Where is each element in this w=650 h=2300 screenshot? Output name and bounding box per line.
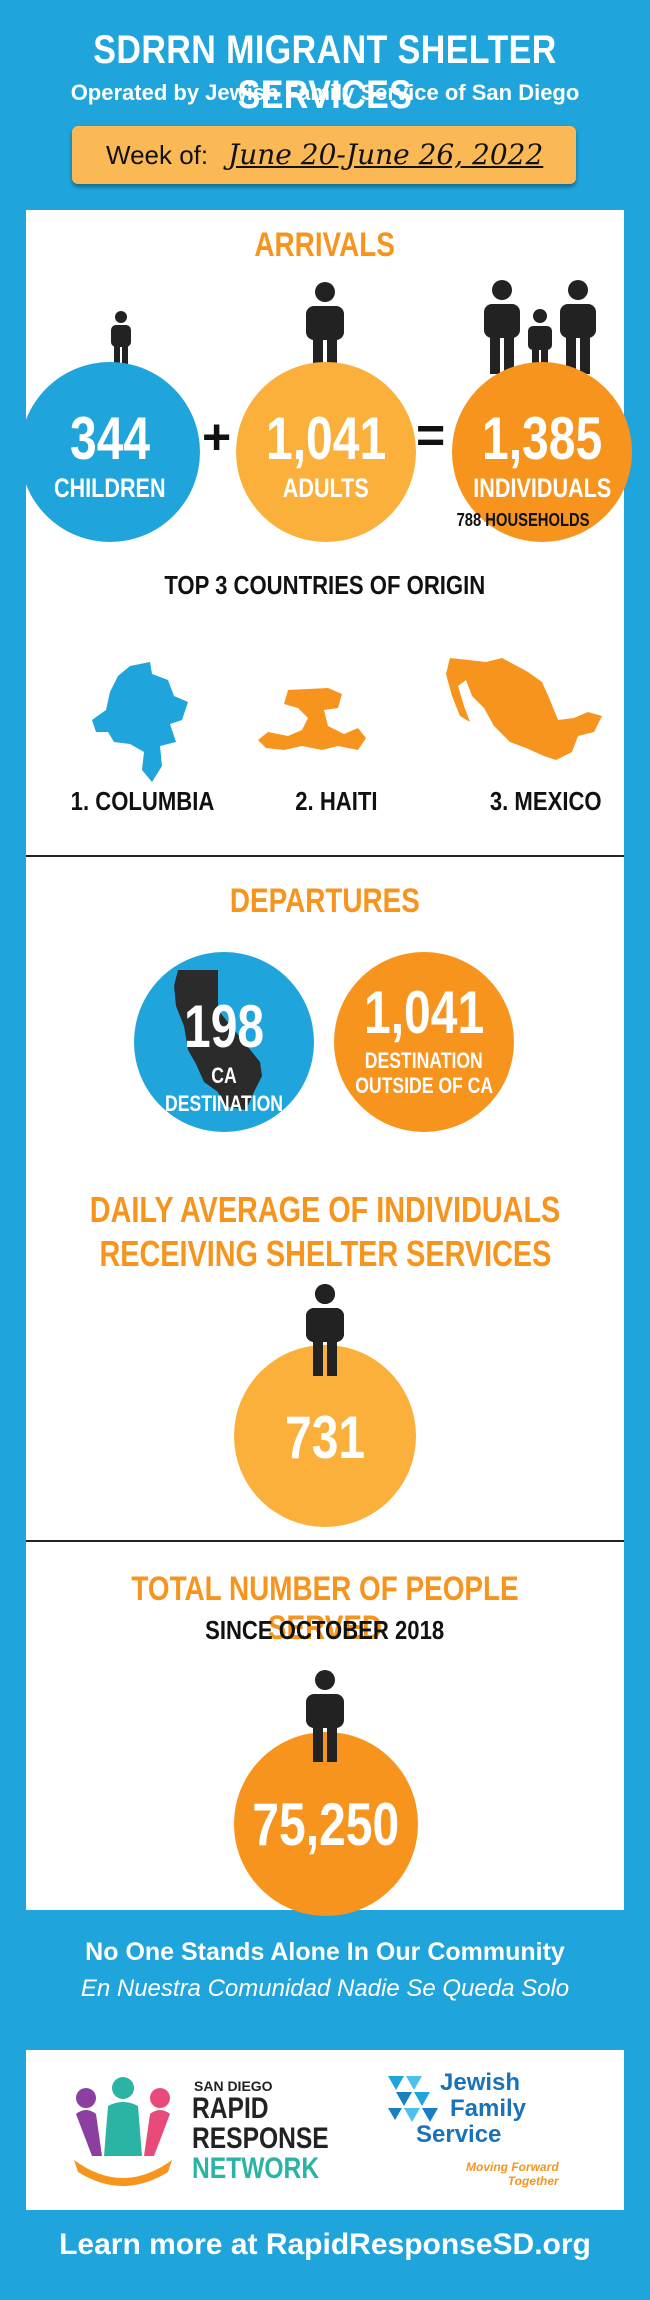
total-person-icon: [306, 1670, 344, 1762]
daily-average-circle: 731: [234, 1345, 416, 1527]
child-person-icon: [111, 311, 131, 368]
total-subtitle: SINCE OCTOBER 2018: [205, 1615, 445, 1645]
households-count: 788 HOUSEHOLDS: [456, 510, 590, 530]
rrn-logo-icon: [74, 2077, 172, 2186]
countries-title: TOP 3 COUNTRIES OF ORIGIN: [164, 570, 486, 600]
children-circle: 344 CHILDREN: [20, 362, 200, 542]
mexico-map-icon: [446, 658, 602, 760]
daily-person-icon-front: [306, 1284, 344, 1376]
arrivals-title: ARRIVALS: [254, 226, 396, 264]
header: SDRRN MIGRANT SHELTER SERVICES Operated …: [0, 0, 650, 205]
week-label: Week of:: [106, 140, 209, 170]
family-icon: [484, 280, 596, 374]
children-label: CHILDREN: [54, 473, 166, 503]
country-3: 3. MEXICO: [489, 786, 602, 816]
individuals-value: 1,385: [481, 405, 603, 472]
divider-1: [26, 855, 624, 857]
california-map-icon: [174, 970, 262, 1110]
ca-destination-value: 198: [183, 993, 265, 1060]
country-2: 2. HAITI: [295, 786, 378, 816]
adult-person-icon: [306, 282, 344, 372]
slogan-english: No One Stands Alone In Our Community: [85, 1938, 565, 1966]
jfs-tagline: Moving Forward Together: [466, 2160, 559, 2188]
haiti-map-icon: [258, 688, 366, 750]
total-value: 75,250: [252, 1791, 400, 1858]
learn-more-link[interactable]: Learn more at RapidResponseSD.org: [59, 2228, 591, 2261]
rrn-small-label: SAN DIEGO: [194, 2078, 273, 2094]
daily-average-value: 731: [284, 1404, 366, 1471]
main-panel: ARRIVALS 344 CHILDREN +: [20, 210, 632, 1916]
total-circle: 75,250: [234, 1732, 418, 1916]
ca-destination-circle: 198 CA DESTINATION: [134, 952, 314, 1132]
equals-sign: =: [416, 407, 446, 463]
jfs-wordmark: Jewish Family Service: [416, 2069, 527, 2148]
colombia-map-icon: [92, 662, 188, 782]
page-subtitle: Operated by Jewish Family Service of San…: [70, 80, 580, 105]
country-1: 1. COLUMBIA: [70, 786, 215, 816]
outside-ca-label: DESTINATION OUTSIDE OF CA: [355, 1048, 493, 1098]
departures-title: DEPARTURES: [229, 882, 421, 920]
daily-average-title: DAILY AVERAGE OF INDIVIDUALS RECEIVING S…: [89, 1189, 561, 1274]
week-box: Week of: June 20-June 26, 2022: [72, 126, 576, 184]
divider-2: [26, 1540, 624, 1542]
total-title: TOTAL NUMBER OF PEOPLE SERVED: [131, 1570, 519, 1647]
adults-label: ADULTS: [283, 473, 369, 503]
page-title: SDRRN MIGRANT SHELTER SERVICES: [93, 28, 557, 117]
outside-ca-circle: 1,041 DESTINATION OUTSIDE OF CA: [334, 952, 514, 1132]
week-dates: June 20-June 26, 2022: [228, 138, 544, 171]
rrn-wordmark: RAPID RESPONSE NETWORK: [192, 2092, 329, 2185]
jfs-logo-icon: [388, 2076, 438, 2122]
plus-sign: +: [202, 409, 232, 465]
adults-circle: 1,041 ADULTS: [236, 362, 416, 542]
ca-destination-label: CA DESTINATION: [165, 1063, 283, 1116]
slogan-spanish: En Nuestra Comunidad Nadie Se Queda Solo: [80, 1975, 570, 2002]
outside-ca-value: 1,041: [363, 979, 485, 1046]
footer-logos: SAN DIEGO RAPID RESPONSE NETWORK Jewish …: [26, 2050, 624, 2210]
individuals-label: INDIVIDUALS: [472, 473, 611, 503]
children-value: 344: [69, 405, 151, 472]
slogan: No One Stands Alone In Our Community En …: [0, 1938, 650, 2003]
adults-value: 1,041: [265, 405, 387, 472]
individuals-circle: 1,385 INDIVIDUALS: [452, 362, 632, 542]
